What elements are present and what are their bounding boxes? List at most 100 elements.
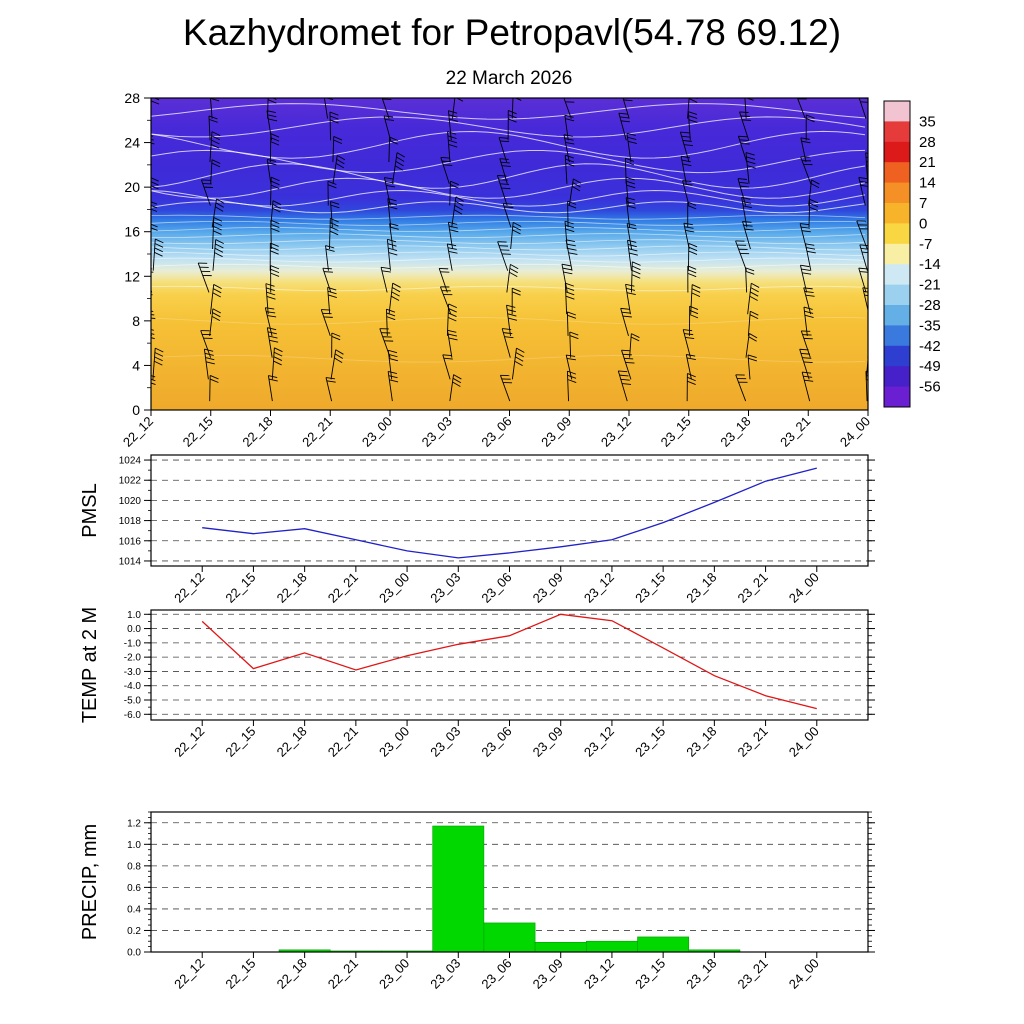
y-tick-label: 1024 — [119, 456, 142, 467]
colorbar-band — [884, 366, 910, 388]
colorbar-tick-label: 7 — [919, 195, 927, 212]
y-tick-label: -3.0 — [124, 667, 142, 678]
x-tick-label: 22_21 — [325, 570, 361, 606]
pmsl-line — [202, 467, 817, 559]
pmsl-ylabel: PMSL — [79, 483, 101, 537]
y-tick-label: 1020 — [119, 496, 142, 507]
y-tick-label: -1.0 — [124, 638, 142, 649]
y-axis: 1024 1022 1020 1018 1016 1014 — [119, 456, 875, 567]
temp-line — [201, 613, 817, 710]
grid-lines — [151, 613, 868, 715]
x-tick-label: 22_18 — [274, 570, 310, 606]
x-tick-label: 23_03 — [419, 414, 455, 450]
y-axis: 1.0 0.0 -1.0 -2.0 -3.0 -4.0 -5.0 -6.0 — [124, 610, 875, 721]
precip-bar — [432, 825, 485, 953]
y-tick-label: 0.0 — [127, 624, 141, 635]
x-tick-label: 22_15 — [222, 956, 258, 992]
x-tick-label: 23_21 — [777, 414, 813, 450]
y-tick-label: 1.0 — [127, 840, 141, 851]
y-tick-label: 0.0 — [127, 948, 141, 959]
colorbar-tick-label: -35 — [919, 317, 941, 334]
temp-panel: 1.0 0.0 -1.0 -2.0 -3.0 -4.0 -5.0 -6.0 22_12 22_15… — [79, 607, 875, 760]
x-tick-label: 23_09 — [538, 414, 574, 450]
colorbar: 35 28 21 14 7 0 -7 -14 -21 -28 -35 -42 -49 -56 — [883, 100, 941, 408]
x-tick-label: 23_21 — [735, 724, 771, 760]
colorbar-tick-label: -7 — [919, 236, 932, 253]
x-tick-label: 22_21 — [325, 724, 361, 760]
y-tick-label: 1.0 — [127, 610, 141, 621]
y-tick-label: -4.0 — [124, 681, 142, 692]
x-tick-label: 24_00 — [837, 414, 873, 450]
profile-y-tick-label: 8 — [132, 313, 140, 329]
profile-y-tick-label: 0 — [132, 402, 140, 418]
x-tick-label: 23_03 — [427, 956, 463, 992]
x-tick-label: 22_15 — [180, 414, 216, 450]
x-axis: 22_12 22_15 22_18 22_21 23_00 23_03 23_06 23_09… — [120, 410, 873, 450]
colorbar-tick-label: -21 — [919, 277, 941, 294]
y-axis: 1.2 1.0 0.8 0.6 0.4 0.2 0.0 — [127, 811, 875, 959]
colorbar-band — [884, 386, 910, 408]
y-tick-label: 0.6 — [127, 883, 141, 894]
colorbar-band — [884, 162, 910, 184]
x-tick-label: 23_21 — [735, 570, 771, 606]
colorbar-tick-label: -28 — [919, 297, 941, 314]
colorbar-band — [884, 284, 910, 306]
profile-y-tick-label: 16 — [124, 224, 140, 240]
colorbar-tick-label: 0 — [919, 215, 927, 232]
x-tick-label: 23_18 — [717, 414, 753, 450]
x-tick-label: 23_09 — [530, 570, 566, 606]
x-tick-label: 24_00 — [786, 956, 822, 992]
profile-y-tick-label: 20 — [124, 179, 140, 195]
precip-bar — [483, 922, 536, 953]
x-tick-label: 23_09 — [530, 724, 566, 760]
profile-y-tick-label: 28 — [124, 90, 140, 106]
colorbar-tick-label: -42 — [919, 338, 941, 355]
x-axis: 22_12 22_15 22_18 22_21 23_00 23_03 23_06 23_09… — [171, 952, 822, 992]
colorbar-band — [884, 182, 910, 204]
precip-bars — [278, 825, 741, 953]
y-tick-label: -5.0 — [124, 696, 142, 707]
x-tick-label: 23_18 — [683, 956, 719, 992]
y-tick-label: 0.8 — [127, 861, 141, 872]
x-tick-label: 23_00 — [376, 570, 412, 606]
x-tick-label: 23_12 — [581, 570, 617, 606]
colorbar-band — [884, 121, 910, 143]
panel-frame — [150, 454, 869, 567]
profile-y-tick-label: 4 — [132, 357, 140, 373]
x-tick-label: 23_06 — [478, 724, 514, 760]
colorbar-band — [884, 243, 910, 265]
wind-barbs — [151, 98, 868, 402]
y-tick-label: 1016 — [119, 536, 142, 547]
y-tick-label: 1014 — [119, 556, 142, 567]
colorbar-band — [884, 264, 910, 286]
x-tick-label: 22_21 — [325, 956, 361, 992]
y-tick-label: 0.2 — [127, 926, 141, 937]
x-axis: 22_12 22_15 22_18 22_21 23_00 23_03 23_06 23_09… — [171, 720, 822, 760]
x-tick-label: 22_15 — [222, 724, 258, 760]
colorbar-tick-label: 14 — [919, 175, 936, 192]
x-tick-label: 22_12 — [171, 570, 207, 606]
x-tick-label: 22_12 — [171, 724, 207, 760]
colorbar-band — [884, 305, 910, 326]
x-tick-label: 23_18 — [683, 724, 719, 760]
x-tick-label: 24_00 — [786, 724, 822, 760]
x-tick-label: 22_12 — [120, 414, 156, 450]
x-tick-label: 22_12 — [171, 956, 207, 992]
x-tick-label: 23_18 — [683, 570, 719, 606]
x-tick-label: 23_15 — [658, 414, 694, 450]
grid-lines — [151, 459, 868, 562]
x-axis: 22_12 22_15 22_18 22_21 23_00 23_03 23_06 23_09… — [171, 566, 822, 606]
x-tick-label: 22_21 — [299, 414, 335, 450]
x-tick-label: 23_12 — [581, 956, 617, 992]
colorbar-tick-label: 21 — [919, 154, 936, 171]
y-tick-label: -2.0 — [124, 653, 142, 664]
colorbar-tick-label: 28 — [919, 134, 936, 151]
x-tick-label: 22_18 — [239, 414, 275, 450]
x-tick-label: 23_21 — [735, 956, 771, 992]
colorbar-band — [884, 101, 910, 122]
precip-bar — [637, 936, 690, 953]
x-tick-label: 24_00 — [786, 570, 822, 606]
colorbar-band — [884, 325, 910, 347]
x-tick-label: 23_06 — [478, 414, 514, 450]
